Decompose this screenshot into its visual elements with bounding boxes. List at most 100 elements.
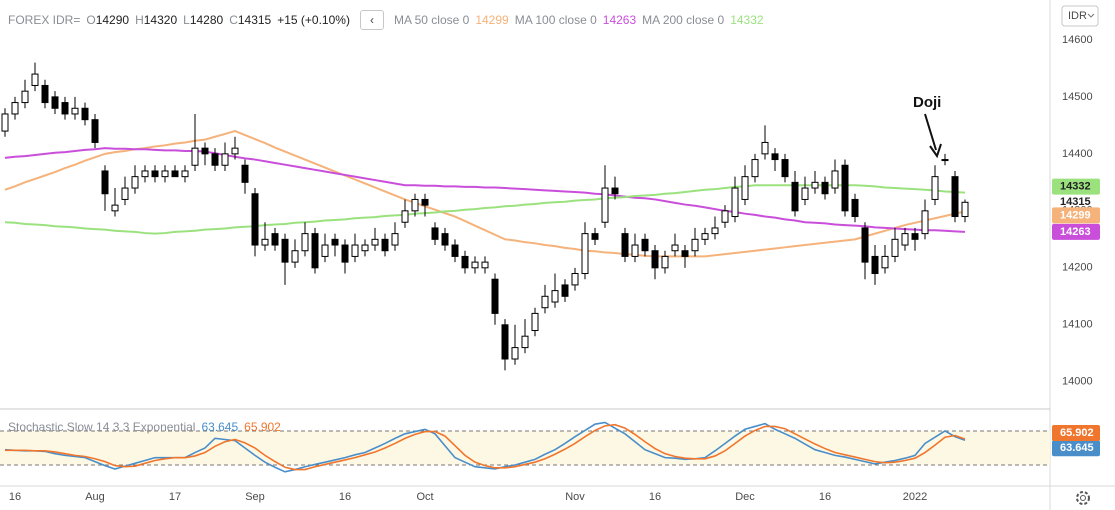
ma-name: MA 100 close 0 <box>514 13 597 27</box>
candle-body <box>771 153 779 161</box>
candle-body <box>481 261 489 269</box>
indicator-value: 63.645 <box>201 420 239 434</box>
candle-body <box>631 244 639 257</box>
ma-name: MA 200 close 0 <box>642 13 725 27</box>
currency-button[interactable]: IDR <box>1061 5 1099 27</box>
ohlc-item: L14280 <box>183 13 223 27</box>
candle-body <box>201 147 209 155</box>
candle-body <box>401 210 409 223</box>
candle-body <box>541 295 549 309</box>
tag-label: 14299 <box>1060 209 1091 221</box>
annotation-arrow <box>924 113 937 151</box>
tag-label: 14315 <box>1060 196 1091 208</box>
ohlc-label: O <box>86 13 96 27</box>
ma-line <box>4 184 966 235</box>
x-tick-label: Aug <box>85 491 105 503</box>
currency-label: IDR <box>1068 10 1087 22</box>
ohlc-label: H <box>135 13 144 27</box>
x-tick-label: 17 <box>169 491 181 503</box>
stoch-line <box>4 421 966 473</box>
back-button[interactable]: ‹ <box>359 10 384 30</box>
ohlc-value: 14280 <box>189 13 224 27</box>
candle-body <box>791 181 799 212</box>
ohlc-label: C <box>229 13 238 27</box>
caret-icon <box>1087 13 1095 18</box>
candle-body <box>561 284 569 297</box>
candle-body <box>191 147 199 166</box>
candle-body <box>881 255 889 269</box>
candle-body <box>611 187 619 195</box>
tag-bg <box>1052 440 1100 457</box>
ohlc-item: C14315 <box>229 13 271 27</box>
x-tick-label: 16 <box>339 491 351 503</box>
x-tick-label: Sep <box>245 491 265 503</box>
candle-body <box>921 210 929 235</box>
candle-body <box>591 233 599 240</box>
ma-line <box>4 130 966 258</box>
candle-body <box>501 324 509 360</box>
candle-body <box>841 164 849 212</box>
candle-body <box>371 238 379 246</box>
change: +15 (+0.10%) <box>277 13 350 27</box>
ma-name: MA 50 close 0 <box>393 13 470 27</box>
tag-label: 65.902 <box>1060 427 1094 439</box>
candle-body <box>311 233 319 269</box>
candle-body <box>701 233 709 240</box>
candle-body <box>131 176 139 189</box>
x-tick-label: 16 <box>819 491 831 503</box>
candle-body <box>271 233 279 246</box>
x-tick-label: 16 <box>649 491 661 503</box>
candle-body <box>851 198 859 218</box>
candle-body <box>251 193 259 246</box>
candle-body <box>891 238 899 257</box>
candle-body <box>581 233 589 275</box>
candle-body <box>551 290 559 303</box>
candle-body <box>391 233 399 246</box>
candle-body <box>661 255 669 269</box>
candle-body <box>301 233 309 252</box>
candle-body <box>51 96 59 109</box>
candle-body <box>601 187 609 223</box>
candle-body <box>751 159 759 178</box>
ohlc-value: 14290 <box>95 13 130 27</box>
candle-body <box>861 227 869 263</box>
price-tag: 65.902 <box>1052 424 1100 441</box>
y-tick-label: 14500 <box>1062 91 1093 103</box>
x-tick-label: Oct <box>416 491 433 503</box>
candle-body <box>91 119 99 143</box>
candle-body <box>291 250 299 263</box>
annotation: Doji <box>913 94 941 111</box>
candle-body <box>781 159 789 178</box>
tag-bg <box>1052 207 1100 224</box>
candle-body <box>211 153 219 166</box>
candle-body <box>381 238 389 252</box>
candle-body <box>121 187 129 200</box>
x-tick-label: Nov <box>565 491 585 503</box>
y-tick-label: 14000 <box>1062 376 1093 388</box>
candle-body <box>221 153 229 166</box>
candle-body <box>281 238 289 263</box>
tag-label: 63.645 <box>1060 442 1094 454</box>
candle-body <box>741 176 749 200</box>
candle-body <box>171 170 179 178</box>
candle-body <box>1 113 9 132</box>
candle-body <box>671 244 679 252</box>
candle-body <box>31 73 39 86</box>
candle-body <box>321 244 329 257</box>
candle-body <box>141 170 149 178</box>
symbol: FOREX IDR= <box>8 13 81 27</box>
candle-body <box>811 181 819 189</box>
settings-icon[interactable] <box>1076 491 1090 505</box>
price-tag: 63.645 <box>1052 440 1100 457</box>
candle-body <box>901 233 909 246</box>
ohlc-item: H14320 <box>135 13 177 27</box>
candle-body <box>21 90 29 104</box>
candle-body <box>161 170 169 178</box>
candle-body <box>431 227 439 240</box>
candle-body <box>441 233 449 246</box>
candle-body <box>71 107 79 115</box>
candle-body <box>151 170 159 178</box>
candle-body <box>331 238 339 246</box>
arrow-head <box>929 143 942 159</box>
